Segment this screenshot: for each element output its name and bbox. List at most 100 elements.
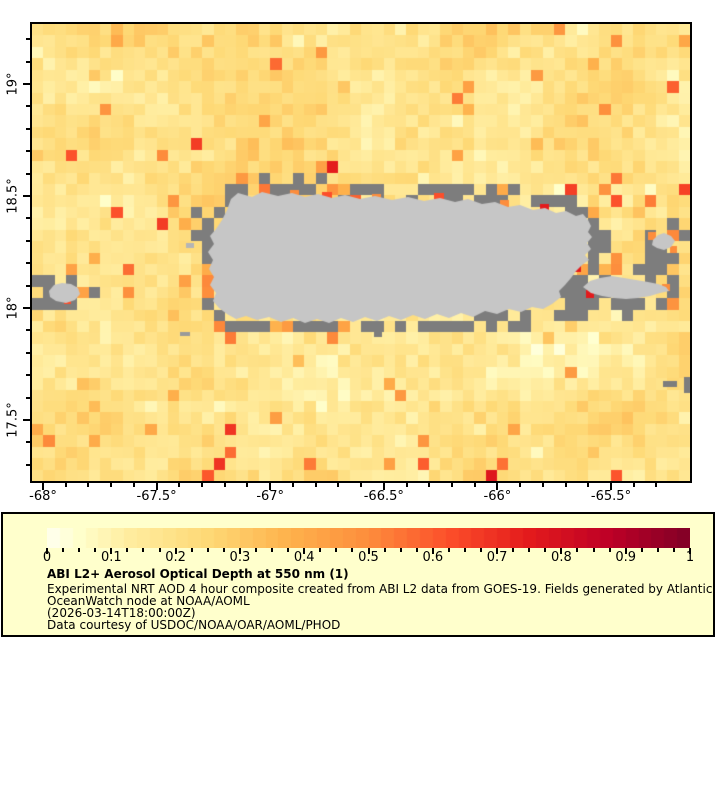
colorbar-minor-tick (592, 548, 595, 552)
colorbar-minor-tick (142, 548, 145, 552)
y-major-tick (23, 307, 30, 309)
colorbar-minor-tick (335, 548, 338, 552)
x-minor-tick (64, 483, 67, 487)
x-minor-tick (564, 483, 567, 487)
colorbar-major-tick (431, 548, 434, 554)
colorbar-minor-tick (190, 548, 193, 552)
colorbar-minor-tick (528, 548, 531, 552)
x-major-tick (155, 483, 158, 490)
legend-description-line-2: OceanWatch node at NOAA/AOML (47, 594, 250, 608)
x-tick-label: -65.5° (590, 489, 632, 504)
x-minor-tick (110, 483, 113, 487)
x-minor-tick (450, 483, 453, 487)
colorbar-minor-tick (271, 548, 274, 552)
x-minor-tick (223, 483, 226, 487)
colorbar-minor-tick (415, 548, 418, 552)
colorbar-tick-label: 0.3 (229, 550, 251, 565)
colorbar-major-tick (238, 548, 241, 554)
x-tick-label: -66.5° (363, 489, 404, 504)
colorbar-major-tick (303, 548, 306, 554)
colorbar-minor-tick (672, 548, 675, 552)
colorbar-minor-tick (254, 548, 257, 552)
y-major-tick (23, 419, 30, 421)
colorbar-major-tick (689, 548, 691, 554)
colorbar-tick-label: 0.1 (100, 550, 122, 565)
x-tick-label: -68° (29, 489, 57, 504)
x-minor-tick (428, 483, 431, 487)
colorbar-minor-tick (463, 548, 466, 552)
legend-timestamp: (2026-03-14T18:00:00Z) (47, 606, 196, 620)
colorbar-minor-tick (78, 548, 81, 552)
colorbar-minor-tick (640, 548, 643, 552)
colorbar-tick-label: 0.2 (165, 550, 186, 565)
colorbar-tick-label: 0.7 (486, 550, 508, 565)
colorbar-minor-tick (319, 548, 322, 552)
x-minor-tick (314, 483, 317, 487)
colorbar (47, 528, 690, 548)
colorbar-minor-tick (351, 548, 354, 552)
x-tick-label: -66° (483, 489, 512, 504)
colorbar-major-tick (496, 548, 499, 554)
legend-credit: Data courtesy of USDOC/NOAA/OAR/AOML/PHO… (47, 618, 341, 632)
x-minor-tick (405, 483, 408, 487)
colorbar-major-tick (560, 548, 563, 554)
colorbar-major-tick (174, 548, 177, 554)
colorbar-minor-tick (62, 548, 65, 552)
x-minor-tick (246, 483, 249, 487)
x-major-tick (42, 483, 44, 490)
y-major-tick (23, 195, 30, 197)
x-minor-tick (541, 483, 544, 487)
colorbar-minor-tick (544, 548, 547, 552)
colorbar-minor-tick (656, 548, 659, 552)
colorbar-major-tick (46, 548, 48, 554)
colorbar-minor-tick (126, 548, 129, 552)
x-major-tick (496, 483, 499, 490)
colorbar-minor-tick (158, 548, 161, 552)
y-tick-label: 18° (5, 296, 21, 320)
x-minor-tick (201, 483, 204, 487)
colorbar-minor-tick (576, 548, 579, 552)
x-minor-tick (655, 483, 658, 487)
colorbar-tick-label: 0.5 (358, 550, 379, 565)
x-major-tick (382, 483, 385, 490)
x-minor-tick (132, 483, 135, 487)
colorbar-minor-tick (94, 548, 97, 552)
y-tick-label: 18.5° (5, 178, 21, 214)
x-minor-tick (519, 483, 522, 487)
x-tick-label: -67.5° (136, 489, 177, 504)
colorbar-major-tick (367, 548, 370, 554)
colorbar-tick-label: 0.8 (551, 550, 572, 565)
y-tick-label: 19° (5, 72, 21, 96)
x-minor-tick (473, 483, 476, 487)
colorbar-minor-tick (608, 548, 611, 552)
legend-title: ABI L2+ Aerosol Optical Depth at 550 nm … (47, 567, 349, 581)
x-minor-tick (291, 483, 294, 487)
x-minor-tick (87, 483, 90, 487)
y-tick-label: 17.5° (5, 402, 21, 438)
x-major-tick (610, 483, 612, 490)
colorbar-major-tick (624, 548, 627, 554)
x-tick-label: -67° (256, 489, 285, 504)
colorbar-tick-label: 0.4 (293, 550, 315, 565)
x-minor-tick (632, 483, 635, 487)
map-plot-area (30, 22, 692, 483)
colorbar-minor-tick (447, 548, 450, 552)
colorbar-minor-tick (399, 548, 402, 552)
x-minor-tick (178, 483, 181, 487)
colorbar-minor-tick (287, 548, 290, 552)
colorbar-minor-tick (206, 548, 209, 552)
colorbar-minor-tick (480, 548, 483, 552)
x-minor-tick (337, 483, 340, 487)
x-minor-tick (587, 483, 590, 487)
colorbar-tick-label: 0.6 (422, 550, 444, 565)
x-major-tick (269, 483, 272, 490)
colorbar-minor-tick (383, 548, 386, 552)
colorbar-tick-label: 0 (42, 550, 52, 565)
y-major-tick (23, 83, 30, 85)
x-minor-tick (360, 483, 363, 487)
legend-description-line-1: Experimental NRT AOD 4 hour composite cr… (47, 582, 713, 596)
colorbar-minor-tick (222, 548, 225, 552)
colorbar-minor-tick (512, 548, 515, 552)
aod-raster-canvas (32, 24, 690, 481)
